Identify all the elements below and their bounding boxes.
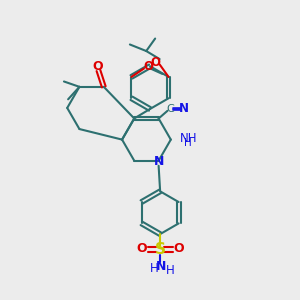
Text: C: C — [166, 104, 174, 114]
Text: H: H — [184, 138, 192, 148]
Text: O: O — [136, 242, 147, 255]
Text: N: N — [156, 260, 166, 273]
Text: O: O — [151, 56, 161, 68]
Text: O: O — [143, 60, 153, 73]
Text: O: O — [173, 242, 184, 255]
Text: H: H — [166, 264, 175, 277]
Text: H: H — [150, 262, 159, 275]
Text: NH: NH — [180, 132, 197, 145]
Text: N: N — [179, 103, 189, 116]
Text: O: O — [92, 59, 103, 73]
Text: S: S — [154, 242, 166, 257]
Text: N: N — [154, 155, 164, 168]
